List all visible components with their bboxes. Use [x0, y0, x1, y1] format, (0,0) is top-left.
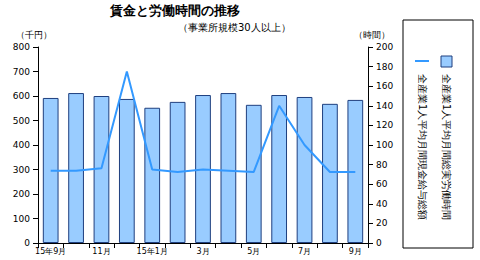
svg-text:全産業1人平均月間現金給与総額: 全産業1人平均月間現金給与総額: [417, 74, 428, 220]
svg-text:80: 80: [376, 160, 388, 170]
svg-text:600: 600: [13, 91, 30, 101]
svg-text:200: 200: [376, 42, 393, 52]
svg-text:20: 20: [376, 218, 388, 228]
svg-text:7月: 7月: [298, 247, 311, 256]
svg-text:800: 800: [13, 42, 30, 52]
svg-text:15年9月: 15年9月: [35, 247, 66, 256]
svg-text:9月: 9月: [349, 247, 362, 256]
svg-text:160: 160: [376, 81, 393, 91]
svg-text:15年1月: 15年1月: [137, 247, 168, 256]
svg-text:180: 180: [376, 62, 393, 72]
svg-text:400: 400: [13, 140, 30, 150]
svg-text:60: 60: [376, 179, 388, 189]
svg-text:140: 140: [376, 101, 393, 111]
svg-text:500: 500: [13, 116, 30, 126]
svg-text:（時間）: （時間）: [354, 30, 390, 40]
svg-text:300: 300: [13, 165, 30, 175]
svg-text:0: 0: [376, 238, 382, 248]
svg-text:200: 200: [13, 189, 30, 199]
svg-text:100: 100: [376, 140, 393, 150]
svg-text:5月: 5月: [247, 247, 260, 256]
svg-text:3月: 3月: [196, 247, 209, 256]
svg-text:0: 0: [24, 238, 30, 248]
svg-text:11月: 11月: [92, 247, 110, 256]
svg-text:（千円）: （千円）: [16, 30, 52, 40]
svg-text:120: 120: [376, 120, 393, 130]
svg-text:賃金と労働時間の推移: 賃金と労働時間の推移: [109, 3, 240, 18]
svg-text:40: 40: [376, 199, 388, 209]
svg-text:全産業1人平均月間総実労働時間: 全産業1人平均月間総実労働時間: [441, 74, 452, 220]
svg-text:700: 700: [13, 67, 30, 77]
svg-text:（事業所規模30人以上）: （事業所規模30人以上）: [178, 22, 291, 33]
svg-text:100: 100: [13, 214, 30, 224]
